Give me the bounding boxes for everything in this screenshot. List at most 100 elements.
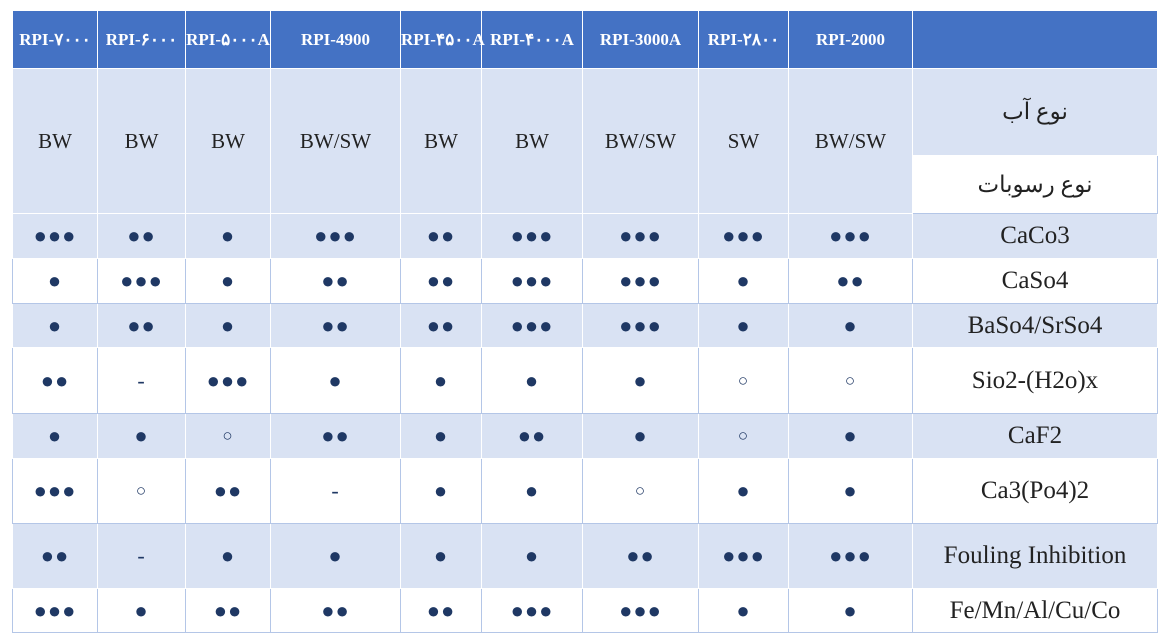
rating-cell: ● — [400, 347, 482, 414]
rating-cell: ● — [788, 413, 913, 459]
row-label: Sio2-(H2o)x — [912, 347, 1158, 414]
data-row: ● ● ○ ●● ● ●● ● ○ ● CaF2 — [12, 413, 1158, 459]
water-type: BW — [400, 68, 482, 214]
rating-cell: ○ — [97, 458, 186, 524]
rating-cell: ● — [185, 303, 271, 348]
rating-cell: ● — [12, 413, 98, 459]
rating-cell: ●●● — [788, 523, 913, 589]
rating-cell: ● — [582, 413, 699, 459]
rating-cell: ●● — [270, 258, 401, 304]
row-label: نوع آب — [912, 68, 1158, 156]
rating-cell: ● — [698, 303, 789, 348]
water-type: BW/SW — [270, 68, 401, 214]
rating-cell: - — [97, 347, 186, 414]
rating-cell: ●●● — [270, 213, 401, 259]
rating-cell: ● — [582, 347, 699, 414]
rating-cell: ●●● — [582, 213, 699, 259]
rating-cell: ●●● — [481, 213, 583, 259]
rating-cell: ● — [270, 523, 401, 589]
row-label: CaSo4 — [912, 258, 1158, 304]
rating-cell: ● — [12, 303, 98, 348]
water-type: BW — [481, 68, 583, 214]
column-header: RPI-4900 — [270, 10, 401, 69]
rating-cell: ● — [12, 258, 98, 304]
rating-cell: ●●● — [788, 213, 913, 259]
rating-cell: - — [97, 523, 186, 589]
rating-cell: ●● — [97, 303, 186, 348]
row-label: Ca3(Po4)2 — [912, 458, 1158, 524]
rating-cell: ●● — [185, 458, 271, 524]
data-row: ●●● ○ ●● - ● ● ○ ● ● Ca3(Po4)2 — [12, 458, 1158, 524]
rating-cell: ●● — [12, 347, 98, 414]
column-header: RPI-۶۰۰۰ — [97, 10, 186, 69]
rating-cell: ●●● — [481, 303, 583, 348]
rating-cell: ●● — [481, 413, 583, 459]
rating-cell: ○ — [698, 413, 789, 459]
data-row: ●● - ● ● ● ● ●● ●●● ●●● Fouling Inhibition — [12, 523, 1158, 589]
column-header: RPI-۲۸۰۰ — [698, 10, 789, 69]
water-type: BW/SW — [582, 68, 699, 214]
rating-cell: ●● — [400, 258, 482, 304]
rating-cell: ●●● — [582, 258, 699, 304]
rating-cell: ○ — [788, 347, 913, 414]
rating-cell: ●●● — [12, 588, 98, 633]
rating-cell: ●●● — [582, 588, 699, 633]
data-row: ●●● ● ●● ●● ●● ●●● ●●● ● ● Fe/Mn/Al/Cu/Co — [12, 588, 1158, 633]
water-type: BW/SW — [788, 68, 913, 214]
rating-cell: ● — [788, 458, 913, 524]
rating-cell: ●●● — [698, 523, 789, 589]
rating-cell: - — [270, 458, 401, 524]
rating-cell: ●●● — [97, 258, 186, 304]
column-header-empty — [912, 10, 1158, 69]
comparison-table: RPI-۷۰۰۰ RPI-۶۰۰۰ RPI-۵۰۰۰A RPI-4900 RPI-۴۵۰… — [12, 10, 1158, 633]
water-type: BW — [185, 68, 271, 214]
row-label: BaSo4/SrSo4 — [912, 303, 1158, 348]
column-header: RPI-۵۰۰۰A — [185, 10, 271, 69]
rating-cell: ●●● — [12, 458, 98, 524]
rating-cell: ● — [788, 303, 913, 348]
rating-cell: ●● — [270, 588, 401, 633]
rating-cell: ● — [97, 413, 186, 459]
rating-cell: ● — [185, 523, 271, 589]
rating-cell: ●● — [97, 213, 186, 259]
rating-cell: ●● — [185, 588, 271, 633]
rating-cell: ●●● — [481, 588, 583, 633]
rating-cell: ● — [788, 588, 913, 633]
column-header: RPI-2000 — [788, 10, 913, 69]
data-row: ●●● ●● ● ●●● ●● ●●● ●●● ●●● ●●● CaCo3 — [12, 213, 1158, 259]
rating-cell: ●● — [582, 523, 699, 589]
row-label: Fouling Inhibition — [912, 523, 1158, 589]
rating-cell: ●● — [270, 413, 401, 459]
rating-cell: ● — [481, 347, 583, 414]
rating-cell: ● — [481, 523, 583, 589]
rating-cell: ● — [481, 458, 583, 524]
rating-cell: ● — [185, 258, 271, 304]
rating-cell: ○ — [185, 413, 271, 459]
rating-cell: ● — [185, 213, 271, 259]
header-row: RPI-۷۰۰۰ RPI-۶۰۰۰ RPI-۵۰۰۰A RPI-4900 RPI-۴۵۰… — [12, 10, 1158, 69]
rating-cell: ● — [698, 258, 789, 304]
rating-cell: ● — [698, 458, 789, 524]
rating-cell: ●● — [12, 523, 98, 589]
row-label: نوع رسوبات — [912, 155, 1158, 214]
rating-cell: ● — [698, 588, 789, 633]
data-row: ● ●● ● ●● ●● ●●● ●●● ● ● BaSo4/SrSo4 — [12, 303, 1158, 348]
data-row: ●● - ●●● ● ● ● ● ○ ○ Sio2-(H2o)x — [12, 347, 1158, 414]
row-label: Fe/Mn/Al/Cu/Co — [912, 588, 1158, 633]
rating-cell: ○ — [582, 458, 699, 524]
rating-cell: ●● — [400, 303, 482, 348]
rating-cell: ● — [400, 523, 482, 589]
sediment-label-row: نوع رسوبات — [13, 155, 1158, 214]
row-label: CaCo3 — [912, 213, 1158, 259]
row-label: CaF2 — [912, 413, 1158, 459]
column-header: RPI-3000A — [582, 10, 699, 69]
rating-cell: ●●● — [698, 213, 789, 259]
column-header: RPI-۷۰۰۰ — [12, 10, 98, 69]
rating-cell: ○ — [698, 347, 789, 414]
water-type: SW — [698, 68, 789, 214]
water-type-row: BW BW BW BW/SW BW BW BW/SW SW BW/SW نوع آب — [12, 68, 1158, 214]
data-row: ● ●●● ● ●● ●● ●●● ●●● ● ●● CaSo4 — [12, 258, 1158, 304]
rating-cell: ● — [270, 347, 401, 414]
rating-cell: ●● — [270, 303, 401, 348]
